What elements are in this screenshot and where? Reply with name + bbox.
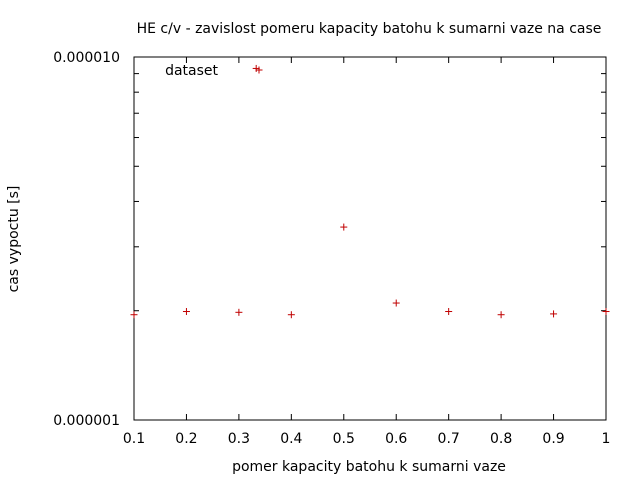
data-point [235,308,243,316]
data-point [182,308,190,316]
legend: dataset [165,63,263,79]
x-tick-label: 0.1 [123,431,145,447]
y-tick-label: 0.000001 [53,413,120,429]
plot-frame [133,56,607,421]
data-point [550,310,558,318]
x-tick-label: 0.3 [228,431,250,447]
x-tick-label: 0.6 [385,431,407,447]
x-tick-label: 0.5 [333,431,355,447]
axis-tick-labels: 0.1 0.2 0.3 0.4 0.5 0.6 0.7 0.8 0.9 1 0.000001 0.00… [53,50,610,447]
data-point [340,223,348,231]
plot-border [133,56,607,421]
data-point [445,308,453,316]
data-point [392,299,400,307]
data-point [287,311,295,319]
x-tick-label: 0.2 [175,431,197,447]
data-point [497,311,505,319]
chart-title: HE c/v - zavislost pomeru kapacity batoh… [137,21,602,37]
x-axis-label: pomer kapacity batohu k sumarni vaze [232,459,506,475]
data-point [130,311,138,319]
data-points [130,64,610,319]
axis-ticks [133,56,607,421]
x-tick-label: 1 [602,431,611,447]
y-axis-label: cas vypoctu [s] [6,186,22,293]
y-tick-label: 0.000010 [53,50,120,66]
x-tick-label: 0.9 [542,431,564,447]
legend-marker [255,66,263,74]
x-tick-label: 0.8 [490,431,512,447]
x-tick-label: 0.7 [438,431,460,447]
x-tick-label: 0.4 [280,431,302,447]
legend-label: dataset [165,63,218,79]
data-point [602,308,610,316]
